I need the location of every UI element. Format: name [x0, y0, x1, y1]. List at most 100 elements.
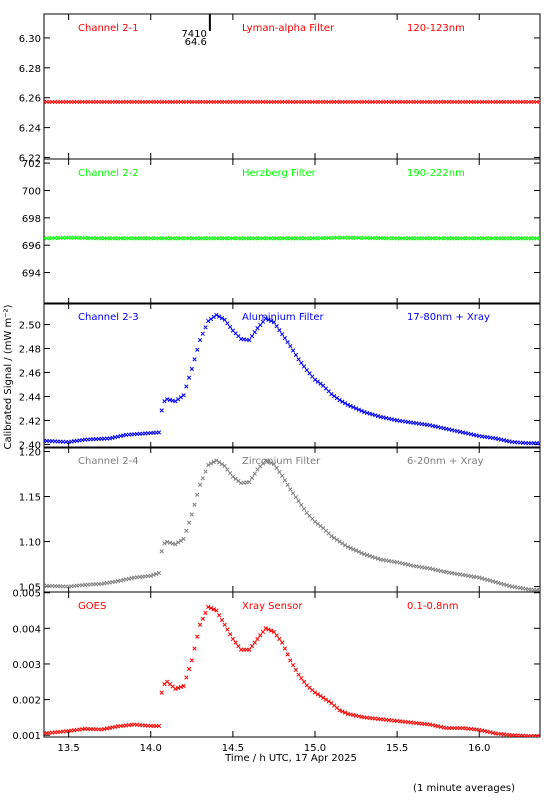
data-point [184, 528, 189, 533]
y-tick-label: 6.30 [19, 34, 41, 45]
band-label: 17-80nm + Xray [407, 312, 490, 323]
band-label: 190-222nm [407, 168, 465, 179]
data-point [282, 335, 288, 341]
data-point [263, 316, 268, 321]
data-point [230, 636, 236, 642]
data-point [184, 675, 189, 680]
data-point [178, 538, 184, 543]
data-point [299, 502, 304, 508]
data-point [208, 461, 214, 466]
data-point [321, 695, 326, 700]
data-series [44, 235, 540, 241]
data-point [296, 672, 301, 677]
data-point [323, 697, 329, 702]
data-point [290, 662, 296, 668]
data-point [255, 636, 260, 642]
y-tick-label: 0.002 [12, 696, 41, 707]
data-point [206, 604, 211, 610]
data-point [359, 408, 364, 414]
data-point [329, 391, 334, 397]
data-point [337, 397, 342, 403]
data-point [271, 629, 277, 635]
data-point [252, 640, 257, 645]
data-point [342, 710, 348, 715]
data-point [217, 613, 222, 618]
data-point [340, 541, 345, 546]
y-tick-label: 1.20 [19, 448, 41, 459]
y-tick-label: 6.22 [19, 154, 41, 165]
data-point [277, 469, 282, 475]
data-point [318, 381, 323, 386]
data-point [329, 534, 334, 539]
band-label: 0.1-0.8nm [407, 601, 459, 612]
data-point [285, 339, 290, 345]
y-axis-label: Calibrated Signal / (mW m⁻²) [3, 304, 14, 449]
data-point [200, 476, 205, 481]
data-point [337, 539, 342, 544]
data-point [312, 377, 318, 382]
data-point [195, 634, 200, 639]
data-point [296, 498, 301, 504]
data-point [200, 616, 205, 621]
data-point [315, 379, 320, 384]
data-point [312, 690, 318, 695]
data-point [211, 607, 216, 612]
data-point [326, 699, 331, 704]
data-point [359, 550, 364, 556]
panel-frame [43, 302, 541, 449]
y-tick-label: 0.004 [12, 624, 41, 635]
data-point [537, 236, 540, 241]
data-point [214, 458, 219, 463]
data-point [266, 627, 271, 632]
data-point [277, 328, 282, 333]
data-point [290, 491, 296, 496]
y-tick-label: 2.46 [19, 369, 41, 380]
data-point [301, 506, 307, 511]
data-point [537, 588, 540, 592]
data-point [192, 357, 197, 362]
y-tick-label: 1.05 [19, 583, 41, 594]
data-point [315, 692, 320, 697]
y-tick-label: 6.26 [19, 94, 41, 105]
y-tick-label: 0.001 [12, 731, 41, 742]
data-point [217, 314, 222, 319]
data-point [154, 571, 159, 577]
data-point [208, 316, 214, 322]
data-point [249, 643, 255, 649]
data-point [159, 408, 164, 413]
y-tick-label: 1.10 [19, 538, 41, 549]
data-point [299, 360, 304, 366]
data-point [274, 324, 279, 329]
data-point [151, 572, 156, 578]
data-point [353, 548, 359, 553]
data-point [351, 405, 356, 410]
data-point [334, 537, 340, 542]
data-point [200, 331, 205, 336]
data-point [277, 636, 282, 642]
panel-frame [43, 591, 541, 738]
data-point [217, 460, 222, 465]
data-point [222, 463, 227, 469]
band-label: 6-20nm + Xray [407, 456, 484, 467]
data-point [249, 475, 255, 481]
data-series [44, 604, 540, 737]
data-point [181, 536, 186, 542]
data-point [288, 343, 293, 349]
y-tick-label: 2.40 [19, 440, 41, 451]
filter-label: Aluminium Filter [242, 312, 325, 323]
data-point [227, 470, 233, 476]
data-point [293, 352, 298, 358]
data-point [173, 542, 178, 547]
channel-label: GOES [78, 601, 106, 612]
data-point [197, 482, 203, 487]
data-point [301, 679, 307, 684]
data-point [249, 334, 255, 339]
data-point [263, 458, 268, 463]
data-point [301, 364, 307, 369]
data-point [175, 397, 181, 402]
data-point [195, 492, 200, 497]
data-point [288, 487, 293, 492]
data-point [370, 554, 375, 560]
x-axis-label: Time / h UTC, 17 Apr 2025 [224, 753, 357, 764]
